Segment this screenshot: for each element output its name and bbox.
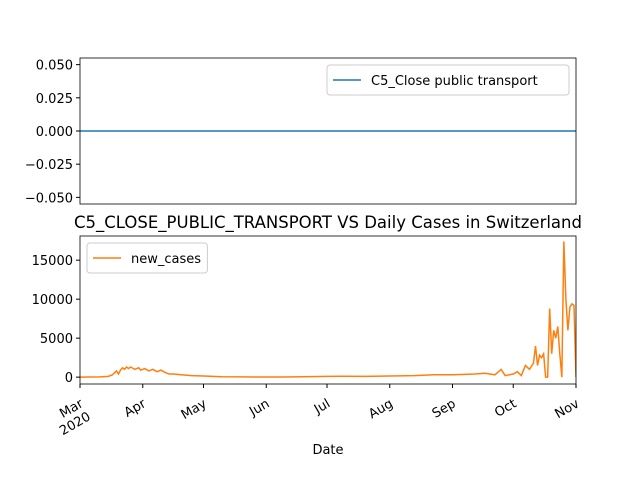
x-tick-label: Nov [553, 396, 583, 422]
y-tick-label: 0.000 [36, 125, 73, 140]
legend-label: C5_Close public transport [371, 74, 538, 89]
y-tick-label: 10000 [32, 293, 73, 308]
y-tick-label: 0.025 [36, 92, 73, 107]
y-tick-label: 15000 [32, 254, 73, 269]
x-tick-label: Jul [311, 396, 333, 417]
legend-box [326, 64, 570, 96]
x-tick-label: Sep [430, 396, 459, 421]
legend-box [86, 242, 208, 274]
legend-label: new_cases [131, 252, 201, 267]
x-tick-label: Jun [246, 396, 272, 420]
y-tick-label: 0.050 [36, 59, 73, 74]
x-tick-label: Aug [366, 396, 395, 422]
y-tick-label: 0 [65, 371, 73, 386]
y-tick-label: −0.025 [25, 158, 73, 173]
axes-frame [79, 57, 577, 205]
series-line [80, 241, 576, 378]
x-axis-label: Date [312, 443, 343, 458]
x-tick-label: Apr [122, 396, 150, 421]
axes-frame [79, 235, 577, 385]
x-tick-label: Mar2020 [50, 396, 94, 439]
chart-title: C5_CLOSE_PUBLIC_TRANSPORT VS Daily Cases… [74, 213, 582, 233]
x-tick-label: May [179, 396, 210, 423]
y-tick-label: −0.050 [25, 191, 73, 206]
x-tick-label: Oct [492, 396, 519, 420]
y-tick-label: 5000 [40, 332, 73, 347]
